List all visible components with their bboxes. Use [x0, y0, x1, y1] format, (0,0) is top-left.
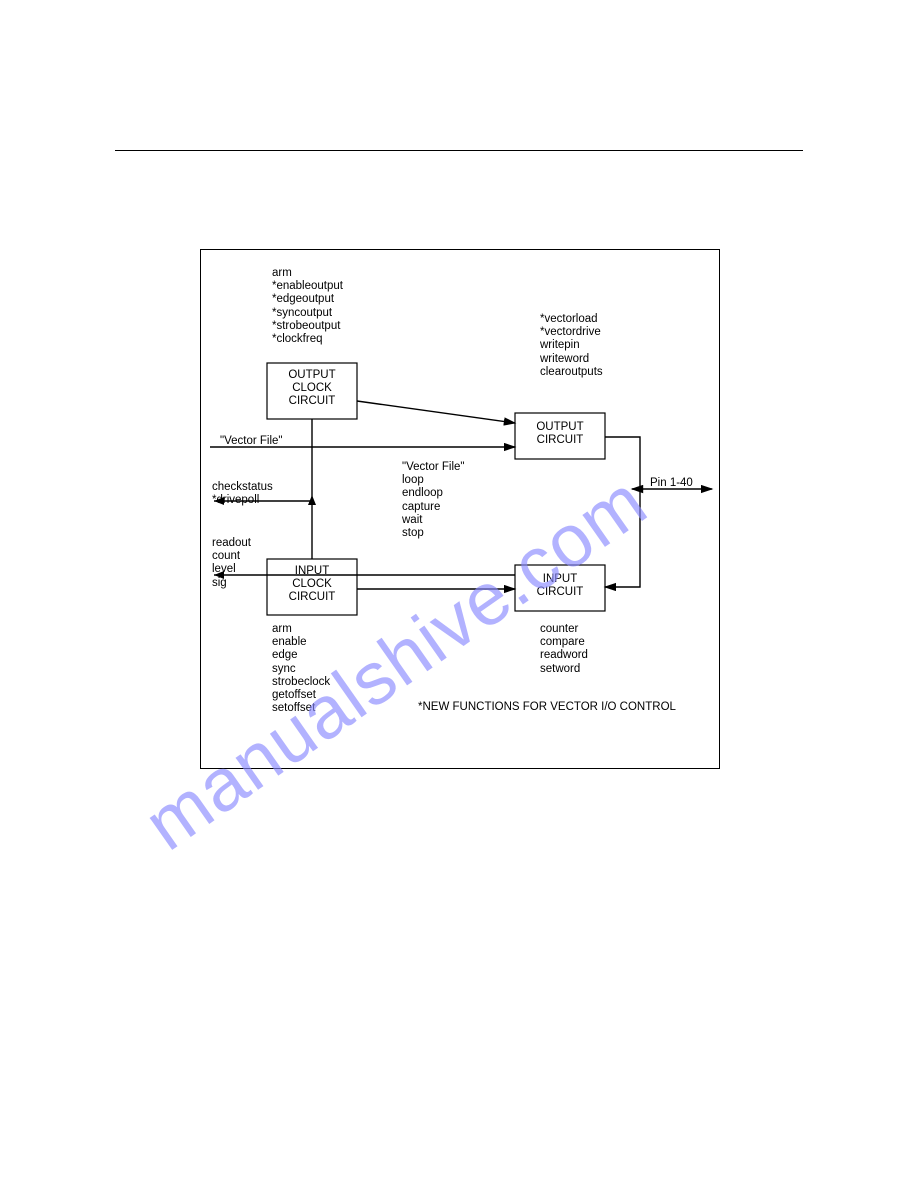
text-pin-1-40: Pin 1-40 [650, 477, 693, 490]
text-readout: readout count level sig [212, 537, 251, 590]
header-rule [115, 150, 803, 151]
text-input-circuit-cmds: counter compare readword setword [540, 623, 588, 676]
block-diagram-figure: OUTPUT CLOCK CIRCUIT OUTPUT CIRCUIT INPU… [200, 249, 720, 769]
edge-out-to-in-via-pins [605, 437, 640, 587]
page: OUTPUT CLOCK CIRCUIT OUTPUT CIRCUIT INPU… [0, 0, 918, 1188]
label-output-clock-circuit: OUTPUT CLOCK CIRCUIT [267, 369, 357, 409]
text-output-clock-cmds: arm *enableoutput *edgeoutput *syncoutpu… [272, 267, 343, 346]
edge-outclk-to-outcircuit [357, 401, 515, 423]
text-output-circuit-cmds: *vectorload *vectordrive writepin writew… [540, 313, 603, 379]
text-vector-file-left: "Vector File" [220, 435, 283, 448]
text-footer-note: *NEW FUNCTIONS FOR VECTOR I/O CONTROL [418, 701, 676, 714]
text-vector-file-mid: "Vector File" loop endloop capture wait … [402, 461, 465, 540]
text-input-clock-cmds: arm enable edge sync strobeclock getoffs… [272, 623, 330, 716]
label-output-circuit: OUTPUT CIRCUIT [515, 421, 605, 447]
label-input-clock-circuit: INPUT CLOCK CIRCUIT [267, 565, 357, 605]
text-checkstatus: checkstatus *drivepoll [212, 481, 273, 507]
label-input-circuit: INPUT CIRCUIT [515, 573, 605, 599]
